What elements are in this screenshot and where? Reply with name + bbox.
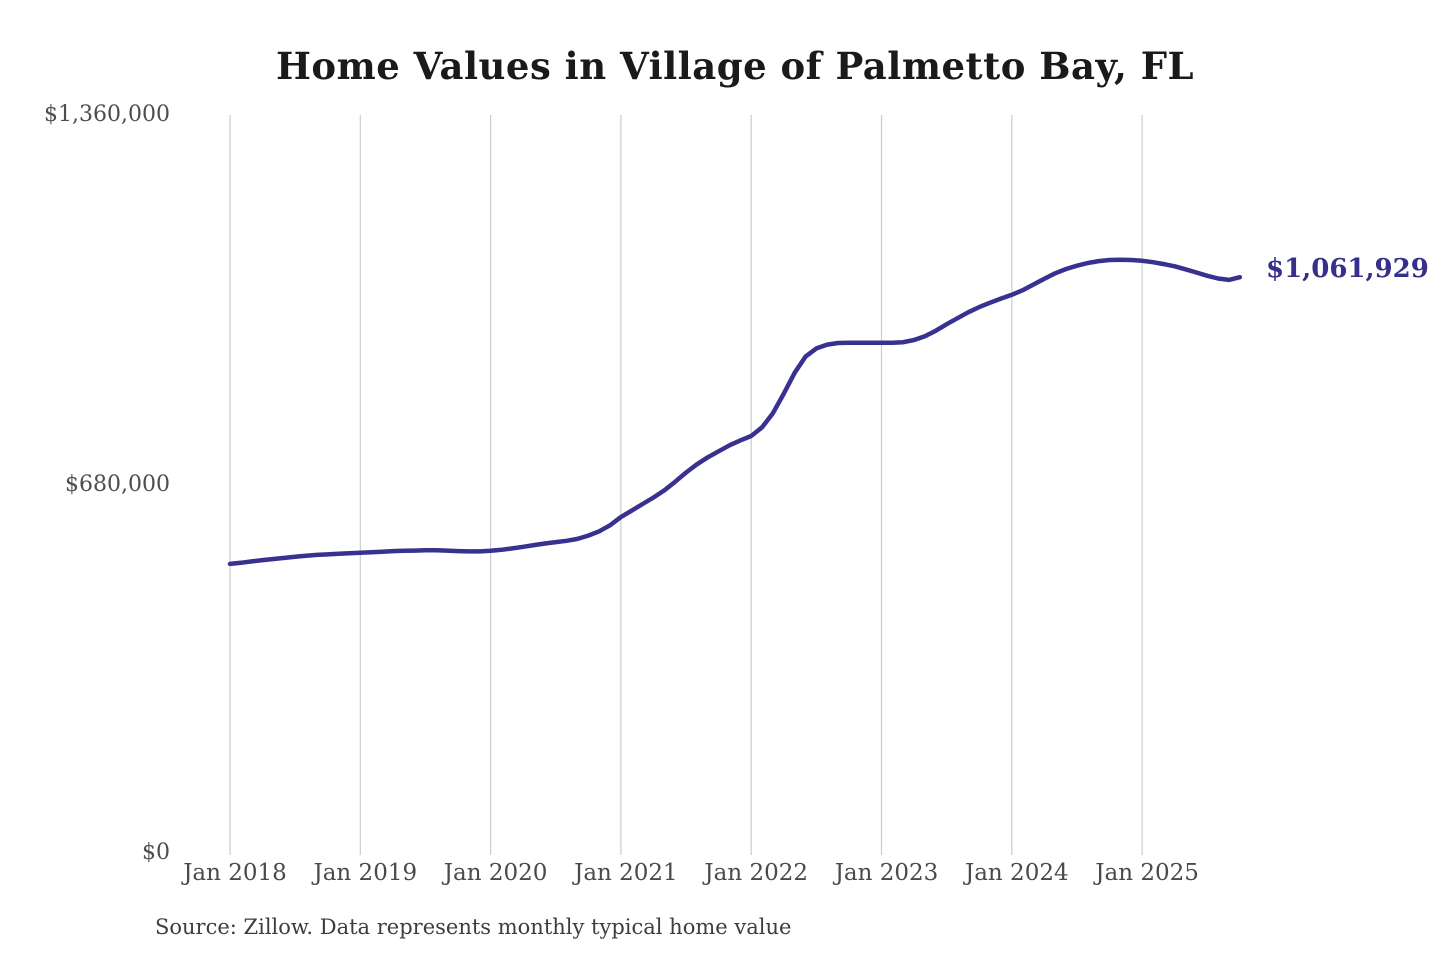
latest-value-annotation: $1,061,929 <box>1266 254 1429 284</box>
x-axis-tick-jan-2024: Jan 2024 <box>965 860 1069 886</box>
y-axis-tick-680000: $680,000 <box>65 472 170 497</box>
chart-title: Home Values in Village of Palmetto Bay, … <box>275 44 1195 88</box>
x-axis-tick-jan-2020: Jan 2020 <box>443 860 548 886</box>
source-note: Source: Zillow. Data represents monthly … <box>155 915 792 939</box>
y-axis-tick-1360000: $1,360,000 <box>44 102 170 127</box>
y-axis-tick-0: $0 <box>142 840 170 865</box>
vertical-gridlines <box>229 115 1143 855</box>
x-axis-tick-jan-2022: Jan 2022 <box>704 860 808 886</box>
x-axis-tick-jan-2025: Jan 2025 <box>1095 860 1199 886</box>
x-axis-tick-jan-2018: Jan 2018 <box>183 860 287 886</box>
x-axis-tick-jan-2019: Jan 2019 <box>313 860 418 886</box>
x-axis-tick-jan-2021: Jan 2021 <box>574 860 678 886</box>
x-axis-tick-jan-2023: Jan 2023 <box>834 860 939 886</box>
home-value-line-series <box>227 257 1243 567</box>
